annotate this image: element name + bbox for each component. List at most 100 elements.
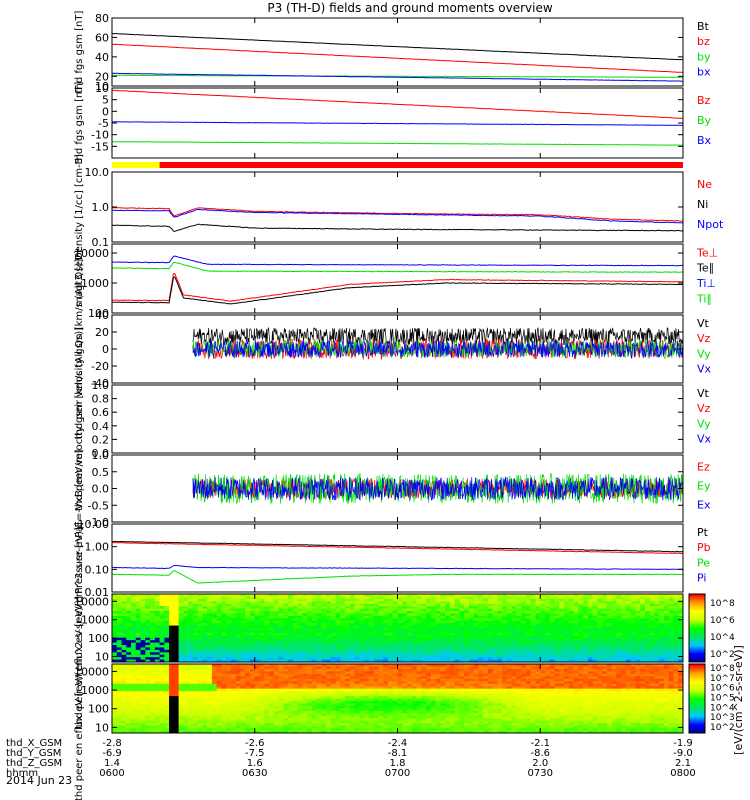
electron_spectrogram-cell <box>254 686 261 690</box>
ion_spectrogram-cell <box>211 615 218 619</box>
electron_spectrogram-cell <box>264 718 270 722</box>
ion_spectrogram-cell <box>640 611 646 615</box>
ion_spectrogram-cell <box>169 637 175 641</box>
electron_spectrogram-cell <box>216 698 223 702</box>
ion_spectrogram-cell <box>307 623 313 627</box>
fgs_total-data <box>112 33 683 82</box>
ion_spectrogram-cell <box>326 603 332 607</box>
ion_spectrogram-cell <box>126 615 132 619</box>
ion_spectrogram-cell <box>478 611 484 615</box>
ion_spectrogram-cell <box>635 613 641 617</box>
ion_spectrogram-cell <box>211 620 218 624</box>
ion_spectrogram-cell <box>411 611 418 615</box>
ion_spectrogram-cell <box>421 611 427 615</box>
electron_velocity-legend-Vt: Vt <box>697 387 710 400</box>
ion_spectrogram-cell <box>264 594 270 598</box>
ion_spectrogram-cell <box>368 647 375 651</box>
electron_spectrogram-cell <box>245 696 251 700</box>
ion_spectrogram-cell <box>197 594 204 598</box>
ion_spectrogram-cell <box>197 603 204 607</box>
ion_spectrogram-cell <box>649 596 656 600</box>
ion_spectrogram-cell <box>387 594 394 598</box>
ion_spectrogram-cell <box>135 637 142 641</box>
ion_spectrogram-cell <box>159 647 165 651</box>
electron_spectrogram-cell <box>254 681 261 685</box>
electron_spectrogram-cell <box>116 718 123 722</box>
ion_spectrogram-cell <box>202 613 208 617</box>
ion_spectrogram-cell <box>540 623 546 627</box>
ion_spectrogram-cell <box>368 623 375 627</box>
electron_spectrogram-cell <box>164 705 170 709</box>
ion_spectrogram-cell <box>145 635 151 639</box>
electron_spectrogram-cell <box>197 691 204 695</box>
ion_spectrogram-cell <box>440 654 446 658</box>
electron_spectrogram-cell <box>126 671 132 675</box>
ion_spectrogram-cell <box>511 635 518 639</box>
ion_spectrogram-cell <box>273 637 280 641</box>
ion_spectrogram-cell <box>169 649 175 653</box>
ion_spectrogram-cell <box>583 596 589 600</box>
ion_spectrogram-cell <box>131 659 137 662</box>
ion_spectrogram-cell <box>230 659 237 662</box>
electron_spectrogram-cell <box>135 691 142 695</box>
electron_spectrogram-cell <box>307 696 313 700</box>
ion_spectrogram-cell <box>516 654 522 658</box>
ion_spectrogram-cell <box>249 637 256 641</box>
ion_spectrogram-cell <box>573 594 579 598</box>
electron_spectrogram-cell <box>235 676 242 680</box>
electron_spectrogram-cell <box>245 693 251 697</box>
electron_spectrogram-cell <box>121 705 127 709</box>
electron_spectrogram-cell <box>297 723 303 727</box>
ion_spectrogram-cell <box>459 608 465 612</box>
ion_spectrogram-cell <box>307 637 313 641</box>
ion_spectrogram-cell <box>663 645 670 649</box>
ion_spectrogram-cell <box>145 620 151 624</box>
ion_spectrogram-cell <box>288 654 294 658</box>
electron_spectrogram-cell <box>335 664 341 668</box>
ion_spectrogram-cell <box>302 606 308 610</box>
electron_spectrogram-cell <box>121 723 127 727</box>
ion_velocity-line-Vt <box>192 326 683 346</box>
ion_spectrogram-cell <box>649 618 656 622</box>
ion_spectrogram-cell <box>392 630 399 634</box>
electron_spectrogram-cell <box>135 681 142 685</box>
ion_spectrogram-cell <box>530 620 537 624</box>
ion_spectrogram-cell <box>197 652 204 656</box>
ion_spectrogram-cell <box>478 625 484 629</box>
ion_spectrogram-cell <box>368 596 375 600</box>
ion_spectrogram-cell <box>397 659 403 662</box>
ion_spectrogram-cell <box>511 594 518 598</box>
electron_spectrogram-cell <box>254 696 261 700</box>
ion_spectrogram-cell <box>359 654 365 658</box>
ion_spectrogram-cell <box>597 603 603 607</box>
efield-ytick-label: -1.0 <box>88 516 109 529</box>
ion_spectrogram-cell <box>207 618 213 622</box>
electron_spectrogram-cell <box>164 725 170 729</box>
ion_spectrogram-cell <box>288 637 294 641</box>
electron_spectrogram-cell <box>311 713 318 717</box>
ion_spectrogram-cell <box>602 618 608 622</box>
electron_spectrogram-cell <box>207 678 213 682</box>
electron_spectrogram-cell <box>150 671 156 675</box>
ion_spectrogram-cell <box>530 613 537 617</box>
ion_spectrogram-cell <box>273 623 280 627</box>
ion_spectrogram-cell <box>145 630 151 634</box>
electron_spectrogram-cell <box>326 708 332 712</box>
ion_spectrogram-cell <box>430 596 437 600</box>
ion_spectrogram-cell <box>378 601 384 605</box>
electron_spectrogram-cell <box>297 671 303 675</box>
electron_spectrogram-cell <box>311 668 318 672</box>
electron_spectrogram-cell <box>311 708 318 712</box>
electron_spectrogram-cell <box>283 683 289 687</box>
electron_spectrogram-cell <box>216 671 223 675</box>
ion_spectrogram-cell <box>354 649 361 653</box>
ion_spectrogram-cell <box>159 659 165 662</box>
ion_spectrogram-cell <box>230 632 237 636</box>
ion_spectrogram-cell <box>440 649 446 653</box>
ion_spectrogram-cell <box>373 623 380 627</box>
ion_spectrogram-cell <box>668 630 675 634</box>
ion_spectrogram-cell <box>535 601 541 605</box>
ion_spectrogram-cell <box>368 603 375 607</box>
ion_spectrogram-cell <box>135 625 142 629</box>
ion_spectrogram-cell <box>316 601 322 605</box>
